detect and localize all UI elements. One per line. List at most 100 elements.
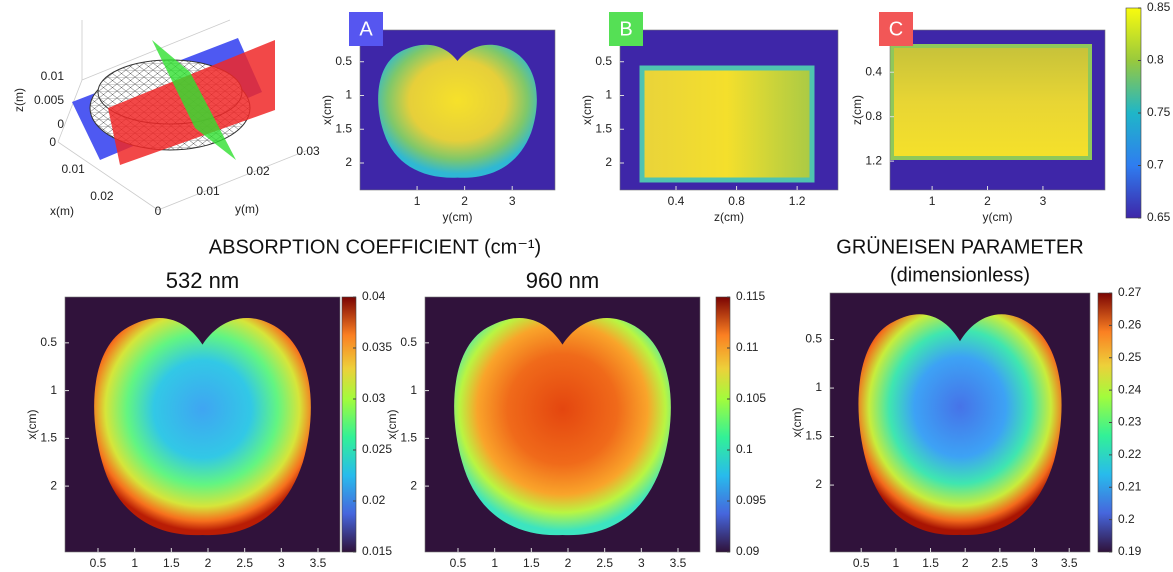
colorbar: [715, 296, 731, 553]
x-tick-label: 1.5: [523, 556, 540, 570]
panel-title: GRÜNEISEN PARAMETER: [836, 236, 1083, 258]
x-tick-label: 1.5: [163, 556, 180, 570]
x3d-tick-label: 0: [49, 135, 56, 149]
x-tick-label: 0.5: [853, 556, 870, 570]
y-tick-label: 1: [605, 88, 612, 102]
badge: [349, 12, 383, 46]
x-tick-label: 1.5: [922, 556, 939, 570]
plot-frame: [619, 29, 839, 191]
y-tick-label: 2: [605, 155, 612, 169]
colorbar-tick-label: 0.035: [362, 340, 392, 354]
sample-map: [454, 318, 671, 536]
z3d-tick-label: 0.005: [34, 93, 64, 107]
colorbar-tick-label: 0.85: [1147, 0, 1171, 14]
y3d-tick-label: 0.02: [246, 164, 270, 178]
colorbar: [341, 296, 357, 553]
x-axis-label: z(cm): [714, 210, 744, 224]
y-tick-label: 2: [815, 477, 822, 491]
absorption-heading: ABSORPTION COEFFICIENT (cm⁻¹): [209, 236, 541, 258]
z3d-label: z(m): [12, 88, 26, 112]
x-tick-label: 2: [962, 556, 969, 570]
sample-edge: [890, 44, 1092, 160]
view-3d: [57, 19, 309, 211]
x-tick-label: 1: [929, 194, 936, 208]
x-tick-label: 3: [1031, 556, 1038, 570]
plot-frame: [829, 292, 1091, 553]
colorbar-tick-label: 0.02: [362, 493, 386, 507]
colorbar-tick-label: 0.015: [362, 544, 392, 558]
x-tick-label: 1: [131, 556, 138, 570]
colorbar-tick-label: 0.24: [1118, 382, 1142, 396]
y-tick-label: 1.5: [805, 429, 822, 443]
x-tick-label: 0.5: [450, 556, 467, 570]
y-tick-label: 0.5: [595, 54, 612, 68]
x-tick-label: 2.5: [596, 556, 613, 570]
x-tick-label: 0.5: [90, 556, 107, 570]
x-tick-label: 2.5: [236, 556, 253, 570]
x-tick-label: 2: [205, 556, 212, 570]
colorbar-tick-label: 0.7: [1147, 158, 1164, 172]
x-tick-label: 3: [278, 556, 285, 570]
y-tick-label: 1: [410, 383, 417, 397]
colorbar-tick-label: 0.27: [1118, 285, 1142, 299]
x-tick-label: 1: [414, 194, 421, 208]
sample-edge: [639, 65, 815, 183]
y3d-tick-label: 0.03: [296, 144, 320, 158]
badge-letter: C: [889, 18, 903, 40]
colorbar-tick-label: 0.115: [736, 289, 765, 303]
colorbar-tick-label: 0.75: [1147, 105, 1171, 119]
sample-map: [94, 318, 311, 536]
y-tick-label: 0.8: [865, 109, 882, 123]
plot-frame: [889, 29, 1106, 191]
colorbar-tick-label: 0.2: [1118, 512, 1135, 526]
y-axis-label: x(cm): [320, 95, 334, 125]
y-tick-label: 0.4: [865, 64, 882, 78]
y-tick-label: 1.5: [595, 121, 612, 135]
y-tick-label: 1: [345, 88, 352, 102]
colorbar-tick-label: 0.65: [1147, 210, 1171, 224]
panel-title: (dimensionless): [890, 264, 1030, 286]
badge-letter: A: [359, 18, 373, 40]
z3d-tick-label: 0: [57, 117, 64, 131]
sample-map: [858, 314, 1062, 535]
y-axis-label: x(cm): [580, 95, 594, 125]
y-axis-label: x(cm): [790, 408, 804, 438]
y-tick-label: 2: [345, 155, 352, 169]
x-axis-label: y(cm): [443, 210, 473, 224]
x-tick-label: 3.5: [670, 556, 687, 570]
y-tick-label: 1.5: [400, 431, 417, 445]
y-tick-label: 1: [815, 380, 822, 394]
badge: [879, 12, 913, 46]
x-tick-label: 3: [509, 194, 516, 208]
x-tick-label: 3: [1040, 194, 1047, 208]
green-plane: [152, 40, 236, 160]
x-tick-label: 1: [893, 556, 900, 570]
colorbar-tick-label: 0.25: [1118, 350, 1142, 364]
badge-letter: B: [619, 18, 632, 40]
y-tick-label: 1: [50, 383, 57, 397]
x-tick-label: 1.2: [789, 194, 806, 208]
plot-frame: [359, 29, 556, 191]
colorbar-tick-label: 0.09: [736, 544, 760, 558]
colorbar-tick-label: 0.19: [1118, 544, 1142, 558]
colorbar-tick-label: 0.11: [736, 340, 759, 354]
box-frame: [57, 19, 309, 211]
x-tick-label: 2: [984, 194, 991, 208]
colorbar-tick-label: 0.8: [1147, 53, 1164, 67]
plot-frame: [424, 296, 701, 553]
y-axis-label: x(cm): [25, 410, 39, 440]
y3d-label: y(m): [235, 202, 259, 216]
y-axis-label: z(cm): [850, 95, 864, 125]
y-tick-label: 0.5: [400, 335, 417, 349]
y-tick-label: 1.5: [335, 121, 352, 135]
x-tick-label: 2: [461, 194, 468, 208]
y-tick-label: 2: [50, 478, 57, 492]
y-tick-label: 1.5: [40, 431, 57, 445]
x-tick-label: 3.5: [1061, 556, 1078, 570]
colorbar-tick-label: 0.26: [1118, 318, 1142, 332]
x3d-tick-label: 0.02: [90, 189, 114, 203]
sample-map: [378, 44, 537, 178]
sample-map: [642, 68, 812, 180]
panel-title: 960 nm: [526, 268, 599, 293]
